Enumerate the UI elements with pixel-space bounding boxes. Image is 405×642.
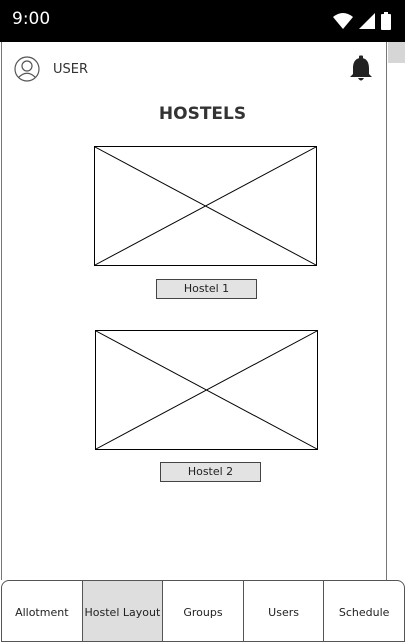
- screen-content: [1, 42, 387, 580]
- bottom-nav: Allotment Hostel Layout Groups Users Sch…: [1, 580, 405, 642]
- scrollbar-thumb[interactable]: [388, 42, 405, 63]
- tab-hostel-layout[interactable]: Hostel Layout: [82, 581, 164, 641]
- user-avatar-icon[interactable]: [14, 56, 40, 82]
- battery-icon: [381, 12, 391, 30]
- status-bar: 9:00: [0, 0, 405, 42]
- tab-groups[interactable]: Groups: [163, 581, 244, 641]
- image-placeholder-icon: [96, 331, 317, 449]
- hostel-2-button[interactable]: Hostel 2: [160, 462, 261, 482]
- user-label[interactable]: USER: [53, 62, 89, 77]
- hostel-1-image[interactable]: [94, 146, 317, 266]
- status-icons: [333, 12, 391, 30]
- hostel-2-image[interactable]: [95, 330, 318, 450]
- tab-allotment[interactable]: Allotment: [2, 581, 83, 641]
- wifi-icon: [333, 13, 353, 29]
- page-title: HOSTELS: [158, 104, 247, 124]
- image-placeholder-icon: [95, 147, 316, 265]
- tab-schedule[interactable]: Schedule: [338, 605, 390, 619]
- status-time: 9:00: [12, 9, 51, 29]
- hostel-1-button[interactable]: Hostel 1: [156, 279, 257, 299]
- scrollbar-track[interactable]: [387, 42, 405, 580]
- tab-users[interactable]: Users: [244, 581, 325, 641]
- bell-icon[interactable]: [348, 55, 374, 83]
- signal-icon: [359, 13, 375, 29]
